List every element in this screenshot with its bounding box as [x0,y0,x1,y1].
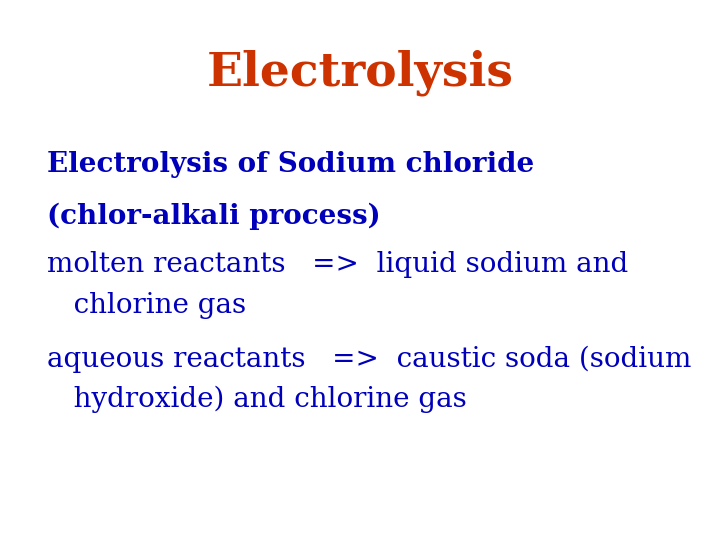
Text: aqueous reactants   =>  caustic soda (sodium: aqueous reactants => caustic soda (sodiu… [47,346,691,373]
Text: hydroxide) and chlorine gas: hydroxide) and chlorine gas [47,386,467,413]
Text: Electrolysis: Electrolysis [207,50,513,96]
Text: Electrolysis of Sodium chloride: Electrolysis of Sodium chloride [47,151,534,178]
Text: chlorine gas: chlorine gas [47,292,246,319]
Text: (chlor-alkali process): (chlor-alkali process) [47,202,380,230]
Text: molten reactants   =>  liquid sodium and: molten reactants => liquid sodium and [47,251,628,278]
